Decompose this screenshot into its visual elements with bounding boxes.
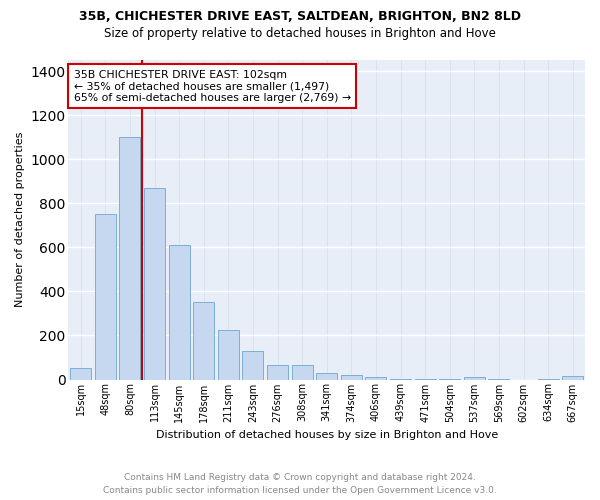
Bar — [267, 365, 288, 380]
Bar — [119, 137, 140, 380]
Text: 35B CHICHESTER DRIVE EAST: 102sqm
← 35% of detached houses are smaller (1,497)
6: 35B CHICHESTER DRIVE EAST: 102sqm ← 35% … — [74, 70, 351, 103]
Text: 35B, CHICHESTER DRIVE EAST, SALTDEAN, BRIGHTON, BN2 8LD: 35B, CHICHESTER DRIVE EAST, SALTDEAN, BR… — [79, 10, 521, 23]
Bar — [70, 368, 91, 380]
Bar — [365, 378, 386, 380]
Text: Contains HM Land Registry data © Crown copyright and database right 2024.
Contai: Contains HM Land Registry data © Crown c… — [103, 474, 497, 495]
Bar — [242, 351, 263, 380]
Bar — [95, 214, 116, 380]
Bar — [144, 188, 165, 380]
Bar — [562, 376, 583, 380]
Bar — [292, 365, 313, 380]
Y-axis label: Number of detached properties: Number of detached properties — [15, 132, 25, 308]
Bar — [464, 378, 485, 380]
Text: Size of property relative to detached houses in Brighton and Hove: Size of property relative to detached ho… — [104, 28, 496, 40]
Bar — [169, 245, 190, 380]
Bar — [218, 330, 239, 380]
Bar — [193, 302, 214, 380]
X-axis label: Distribution of detached houses by size in Brighton and Hove: Distribution of detached houses by size … — [155, 430, 498, 440]
Bar — [316, 373, 337, 380]
Bar — [341, 375, 362, 380]
